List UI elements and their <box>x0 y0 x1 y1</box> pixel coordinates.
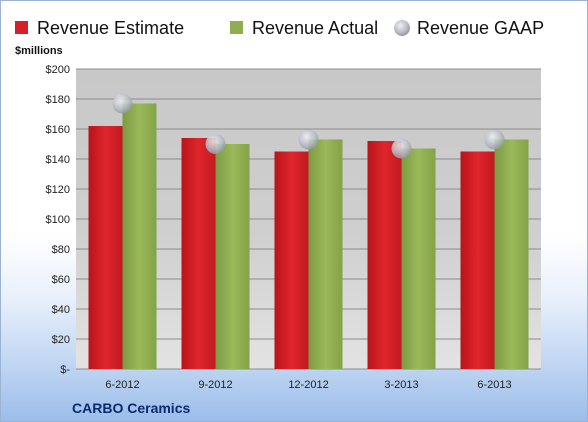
bar-revenue-estimate <box>367 141 402 369</box>
bar-revenue-actual <box>215 144 250 369</box>
legend-swatch <box>230 21 243 34</box>
bar-revenue-actual <box>122 103 157 369</box>
bar-revenue-actual <box>401 148 436 369</box>
x-tick-label: 9-2012 <box>198 379 232 391</box>
y-tick-label: $100 <box>46 214 70 226</box>
bar-revenue-estimate <box>181 138 216 369</box>
marker-revenue-gaap <box>484 129 505 150</box>
marker-revenue-gaap <box>298 129 319 150</box>
marker-revenue-gaap <box>205 134 226 154</box>
y-tick-label: $140 <box>46 154 70 166</box>
legend-swatch <box>394 20 410 36</box>
y-tick-label: $200 <box>46 64 70 76</box>
x-tick-label: 3-2013 <box>384 379 418 391</box>
bar-revenue-estimate <box>460 151 495 369</box>
x-tick-label: 12-2012 <box>288 379 328 391</box>
bar-revenue-estimate <box>88 126 123 369</box>
legend-label: Revenue Estimate <box>37 18 184 38</box>
y-tick-label: $20 <box>52 334 70 346</box>
y-axis-unit-label: $millions <box>15 45 63 57</box>
bar-revenue-actual <box>494 139 529 369</box>
y-tick-label: $160 <box>46 124 70 136</box>
y-tick-label: $- <box>60 364 70 376</box>
x-tick-label: 6-2012 <box>105 379 139 391</box>
legend-label: Revenue Actual <box>252 18 378 38</box>
y-tick-label: $80 <box>52 244 70 256</box>
bar-revenue-actual <box>308 139 343 369</box>
company-label: CARBO Ceramics <box>72 400 190 416</box>
legend-label: Revenue GAAP <box>417 18 544 38</box>
marker-revenue-gaap <box>391 138 412 159</box>
bar-revenue-estimate <box>274 151 309 369</box>
y-tick-label: $60 <box>52 274 70 286</box>
legend-swatch <box>15 21 28 34</box>
y-tick-label: $180 <box>46 94 70 106</box>
y-tick-label: $40 <box>52 304 70 316</box>
x-tick-label: 6-2013 <box>477 379 511 391</box>
marker-revenue-gaap <box>112 93 133 114</box>
y-tick-label: $120 <box>46 184 70 196</box>
